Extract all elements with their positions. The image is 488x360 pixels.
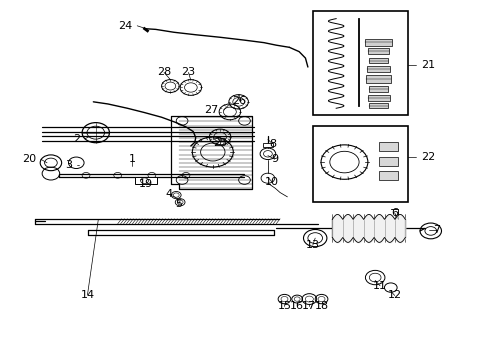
Text: 22: 22 [420, 152, 434, 162]
Text: 5: 5 [175, 199, 182, 210]
Text: 16: 16 [289, 301, 304, 311]
Bar [368, 103, 387, 108]
Bar [135, 177, 157, 184]
Text: 26: 26 [232, 96, 246, 106]
Bar [378, 171, 397, 180]
Bar [368, 58, 387, 63]
Text: 23: 23 [181, 67, 195, 77]
Text: 14: 14 [80, 290, 94, 300]
Bar [368, 86, 387, 92]
Text: 20: 20 [21, 154, 36, 164]
Text: 12: 12 [387, 291, 401, 301]
Bar [366, 66, 389, 72]
Bar [365, 39, 391, 45]
Text: 9: 9 [271, 154, 278, 164]
Text: 1: 1 [128, 154, 136, 164]
Text: 15: 15 [277, 301, 291, 311]
Text: 11: 11 [372, 281, 386, 291]
Text: 3: 3 [65, 159, 72, 170]
Bar [367, 95, 389, 101]
Text: 10: 10 [264, 177, 278, 187]
Text: 6: 6 [390, 208, 397, 218]
Text: 28: 28 [157, 67, 171, 77]
Bar [378, 157, 397, 166]
Text: 19: 19 [139, 179, 153, 189]
Bar [312, 126, 407, 202]
Text: 21: 21 [420, 60, 434, 70]
Bar [263, 143, 272, 147]
Text: 7: 7 [433, 225, 440, 235]
Text: 2: 2 [73, 134, 80, 144]
Text: 25: 25 [213, 139, 227, 148]
Text: 13: 13 [305, 240, 319, 250]
Bar [367, 48, 388, 54]
Text: 24: 24 [118, 21, 132, 31]
Text: 17: 17 [302, 301, 316, 311]
Text: 8: 8 [269, 139, 276, 149]
Text: 4: 4 [165, 189, 172, 199]
Bar [312, 12, 407, 116]
Text: 18: 18 [314, 301, 328, 311]
Bar [378, 142, 397, 151]
Bar [366, 75, 390, 83]
Text: 27: 27 [204, 105, 218, 115]
